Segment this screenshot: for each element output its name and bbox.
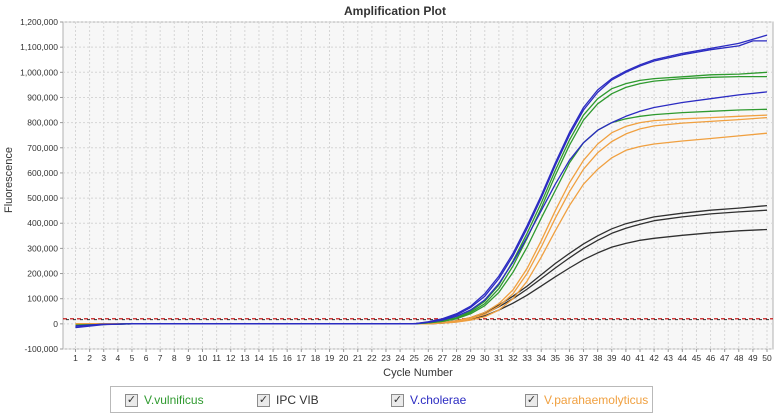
y-axis-label: Fluorescence <box>3 147 15 213</box>
x-tick-label: 23 <box>381 353 391 363</box>
x-tick-label: 28 <box>452 353 462 363</box>
x-tick-label: 8 <box>172 353 177 363</box>
x-tick-label: 16 <box>282 353 292 363</box>
legend: ✓ V.vulnificus ✓ IPC VIB ✓ V.cholerae ✓ … <box>110 386 653 413</box>
x-tick-label: 1 <box>73 353 78 363</box>
y-tick-label: 300,000 <box>27 243 58 253</box>
x-tick-label: 14 <box>254 353 264 363</box>
x-tick-label: 25 <box>409 353 419 363</box>
x-tick-label: 42 <box>649 353 659 363</box>
y-tick-label: 0 <box>53 319 58 329</box>
y-tick-label: 800,000 <box>27 118 58 128</box>
checkbox-icon[interactable]: ✓ <box>125 393 138 407</box>
x-tick-label: 7 <box>158 353 163 363</box>
x-tick-label: 41 <box>635 353 645 363</box>
checkbox-icon[interactable]: ✓ <box>391 393 404 407</box>
x-tick-label: 5 <box>130 353 135 363</box>
x-tick-label: 22 <box>367 353 377 363</box>
x-tick-label: 15 <box>268 353 278 363</box>
series-line-orange <box>75 132 768 325</box>
x-tick-label: 18 <box>311 353 321 363</box>
x-tick-label: 35 <box>551 353 561 363</box>
x-tick-label: 34 <box>536 353 546 363</box>
y-tick-label: 1,100,000 <box>20 42 58 52</box>
grid <box>63 21 773 350</box>
checkbox-icon[interactable]: ✓ <box>257 393 270 407</box>
x-tick-label: 9 <box>186 353 191 363</box>
x-tick-label: 32 <box>508 353 518 363</box>
legend-label: IPC VIB <box>276 393 319 407</box>
legend-item-ipc-vib[interactable]: ✓ IPC VIB <box>257 391 319 409</box>
legend-item-v-cholerae[interactable]: ✓ V.cholerae <box>391 391 466 409</box>
legend-item-v-vulnificus[interactable]: ✓ V.vulnificus <box>125 391 204 409</box>
x-tick-label: 3 <box>101 353 106 363</box>
x-tick-label: 11 <box>212 353 221 363</box>
x-axis-ticks: 1 2 3 4 5 6 7 8 9 10 11 12 13 14 15 16 17 18 19 20 21 22 23 24 2… <box>73 349 772 363</box>
x-tick-label: 46 <box>706 353 716 363</box>
y-tick-label: 900,000 <box>27 92 58 102</box>
x-tick-label: 4 <box>115 353 120 363</box>
y-tick-label: 600,000 <box>27 168 58 178</box>
series-line-blue <box>75 91 768 327</box>
x-tick-label: 21 <box>353 353 363 363</box>
x-tick-label: 39 <box>607 353 617 363</box>
x-tick-label: 44 <box>678 353 688 363</box>
x-axis-label: Cycle Number <box>383 367 453 379</box>
x-tick-label: 24 <box>395 353 405 363</box>
x-tick-label: 17 <box>297 353 307 363</box>
x-tick-label: 29 <box>466 353 476 363</box>
x-tick-label: 36 <box>565 353 575 363</box>
x-tick-label: 10 <box>198 353 208 363</box>
series-line-green <box>75 108 768 326</box>
threshold-lines <box>63 318 773 321</box>
x-tick-label: 33 <box>522 353 532 363</box>
legend-label: V.parahaemolyticus <box>544 393 649 407</box>
x-tick-label: 13 <box>240 353 250 363</box>
x-tick-label: 38 <box>593 353 603 363</box>
x-tick-label: 49 <box>748 353 758 363</box>
y-tick-label: 1,200,000 <box>20 17 58 27</box>
plot-area <box>62 21 774 350</box>
legend-item-v-parahaemolyticus[interactable]: ✓ V.parahaemolyticus <box>525 391 648 409</box>
x-tick-label: 2 <box>87 353 92 363</box>
y-tick-label: 200,000 <box>27 269 58 279</box>
x-tick-label: 47 <box>720 353 730 363</box>
y-tick-label: 100,000 <box>27 294 58 304</box>
x-tick-label: 12 <box>226 353 236 363</box>
legend-label: V.cholerae <box>410 393 467 407</box>
chart-title: Amplification Plot <box>344 4 446 18</box>
y-tick-label: 500,000 <box>27 193 58 203</box>
x-tick-label: 20 <box>339 353 349 363</box>
x-tick-label: 31 <box>494 353 504 363</box>
series-lines <box>75 34 768 329</box>
x-tick-label: 43 <box>663 353 673 363</box>
y-axis-ticks: -100,000 0 100,000 200,000 300,000 400,000 500… <box>20 17 63 354</box>
amplification-plot-chart: Amplification Plot -100,000 0 100,000 200,0… <box>3 4 774 379</box>
x-tick-label: 19 <box>325 353 335 363</box>
y-tick-label: -100,000 <box>24 344 58 354</box>
x-tick-label: 26 <box>424 353 434 363</box>
checkbox-icon[interactable]: ✓ <box>525 393 538 407</box>
x-tick-label: 6 <box>144 353 149 363</box>
y-tick-label: 400,000 <box>27 218 58 228</box>
x-tick-label: 27 <box>438 353 448 363</box>
y-tick-label: 700,000 <box>27 143 58 153</box>
legend-label: V.vulnificus <box>144 393 204 407</box>
x-tick-label: 30 <box>480 353 490 363</box>
x-tick-label: 40 <box>621 353 631 363</box>
x-tick-label: 48 <box>734 353 744 363</box>
x-tick-label: 50 <box>762 353 772 363</box>
y-tick-label: 1,000,000 <box>20 67 58 77</box>
x-tick-label: 45 <box>692 353 702 363</box>
x-tick-label: 37 <box>579 353 589 363</box>
